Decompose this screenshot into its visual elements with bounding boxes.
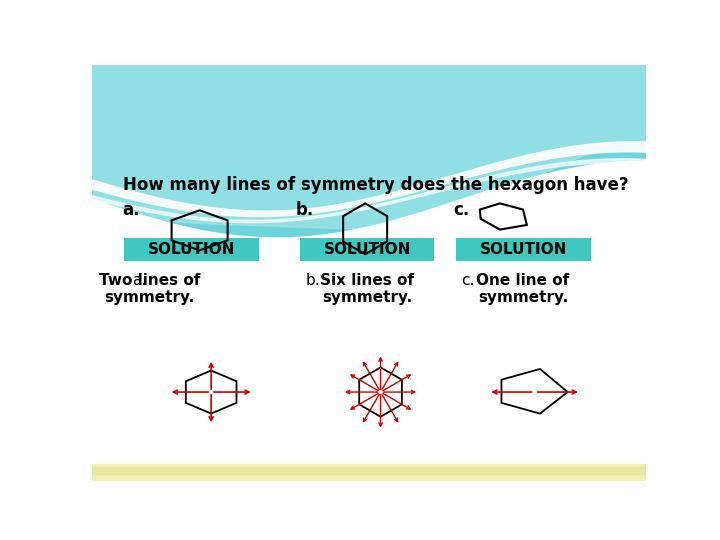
Polygon shape xyxy=(92,65,647,229)
Text: One line of
symmetry.: One line of symmetry. xyxy=(477,273,570,305)
Polygon shape xyxy=(92,65,647,481)
Text: SOLUTION: SOLUTION xyxy=(148,242,235,257)
Text: Six lines of
symmetry.: Six lines of symmetry. xyxy=(320,273,415,305)
Polygon shape xyxy=(92,159,647,222)
Bar xyxy=(456,238,590,261)
Polygon shape xyxy=(92,467,647,475)
Text: b.: b. xyxy=(296,201,314,219)
Text: How many lines of symmetry does the hexagon have?: How many lines of symmetry does the hexa… xyxy=(122,177,629,194)
Text: b.: b. xyxy=(306,273,320,288)
Text: SOLUTION: SOLUTION xyxy=(323,242,411,257)
Text: c.: c. xyxy=(454,201,470,219)
Polygon shape xyxy=(92,161,647,481)
Text: Two lines of
symmetry.: Two lines of symmetry. xyxy=(99,273,200,305)
Text: SOLUTION: SOLUTION xyxy=(480,242,567,257)
Bar xyxy=(124,238,259,261)
Bar xyxy=(300,238,434,261)
Text: a.: a. xyxy=(122,201,140,219)
Polygon shape xyxy=(92,65,647,265)
Text: a.: a. xyxy=(132,273,146,288)
Text: c.: c. xyxy=(462,273,474,288)
Polygon shape xyxy=(92,464,647,481)
Polygon shape xyxy=(92,142,647,217)
